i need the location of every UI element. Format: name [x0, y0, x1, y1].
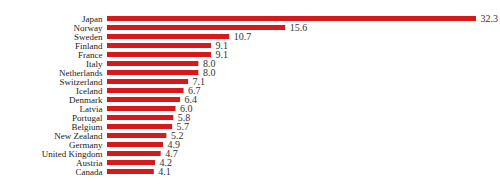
svg-text:Italy: Italy [86, 58, 103, 69]
svg-text:5.7: 5.7 [176, 121, 190, 133]
svg-text:Iceland: Iceland [76, 85, 103, 96]
svg-text:Netherlands: Netherlands [59, 67, 103, 78]
svg-text:4.7: 4.7 [165, 148, 178, 160]
svg-text:Portugal: Portugal [72, 112, 103, 123]
svg-text:Austria: Austria [76, 157, 103, 168]
svg-text:Belgium: Belgium [71, 121, 103, 132]
svg-text:5.2: 5.2 [170, 130, 184, 142]
svg-text:United Kingdom: United Kingdom [41, 148, 103, 159]
svg-text:9.1: 9.1 [215, 40, 228, 52]
svg-text:10.7: 10.7 [234, 31, 252, 42]
svg-text:Sweden: Sweden [74, 31, 103, 42]
svg-text:4.1: 4.1 [158, 166, 171, 177]
svg-text:8.0: 8.0 [202, 67, 216, 79]
svg-text:4.9: 4.9 [167, 139, 180, 151]
svg-text:8.0: 8.0 [202, 58, 216, 70]
svg-text:Latvia: Latvia [79, 103, 103, 114]
svg-text:Germany: Germany [69, 139, 103, 150]
svg-text:6.4: 6.4 [184, 94, 198, 106]
svg-text:New Zealand: New Zealand [54, 130, 103, 141]
svg-text:Japan: Japan [82, 13, 103, 24]
svg-text:Canada: Canada [76, 167, 103, 177]
svg-text:Finland: Finland [75, 40, 103, 51]
svg-text:France: France [78, 49, 103, 60]
svg-text:15.6: 15.6 [290, 22, 308, 33]
svg-text:9.1: 9.1 [215, 49, 228, 60]
svg-text:6.7: 6.7 [188, 85, 201, 97]
svg-text:Norway: Norway [73, 22, 103, 33]
svg-text:4.2: 4.2 [159, 157, 172, 169]
svg-text:32.3: 32.3 [481, 13, 499, 24]
svg-text:5.8: 5.8 [177, 112, 191, 124]
svg-text:6.0: 6.0 [180, 103, 193, 115]
svg-text:7.1: 7.1 [192, 76, 206, 88]
svg-text:Switzerland: Switzerland [59, 76, 103, 87]
svg-text:Denmark: Denmark [69, 94, 103, 105]
